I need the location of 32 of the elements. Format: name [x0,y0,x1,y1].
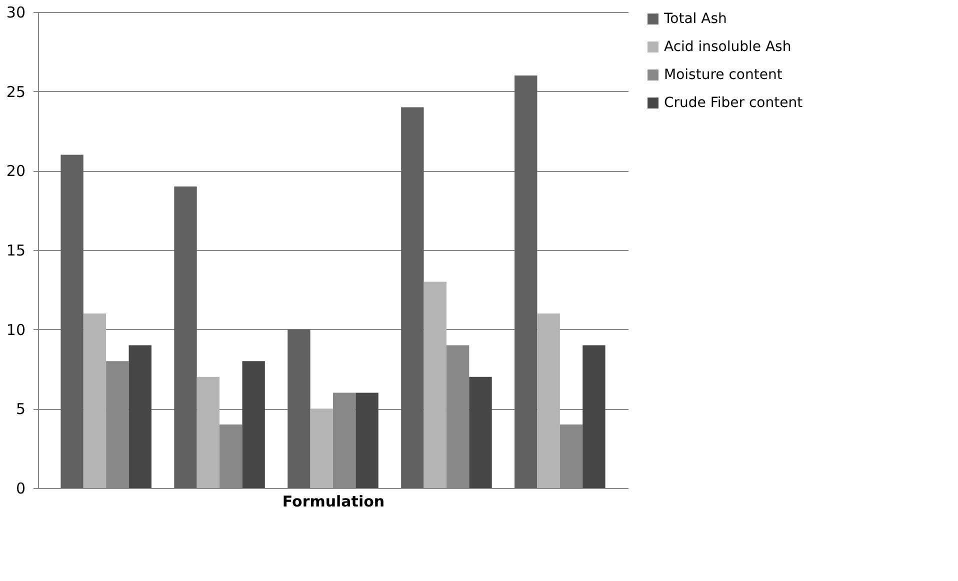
y-tick-label: 0 [16,480,26,498]
y-tick-label: 5 [16,400,26,418]
bar [60,154,84,488]
y-tick-label: 15 [6,242,26,260]
bar [174,186,197,488]
y-tick-label: 20 [6,162,26,180]
bar [356,392,378,488]
y-tick-label: 10 [6,320,26,339]
bar [537,313,560,488]
bar [582,345,606,488]
bar [310,408,333,488]
bar [560,424,583,488]
bar [83,313,106,488]
bar [333,392,356,488]
bar [469,376,492,488]
legend-label: Total Ash [663,11,727,27]
legend-label: Acid insoluble Ash [664,39,792,55]
y-tick-label: 25 [6,82,26,101]
bar [196,376,220,488]
bar [106,361,129,488]
bar [424,282,446,488]
bar [242,361,265,488]
bar [128,345,152,488]
x-axis-title: Formulation [282,492,385,510]
bar [446,345,470,488]
y-tick-label: 30 [6,4,26,22]
bar [220,424,242,488]
bar [514,75,538,488]
legend-label: Crude Fiber content [664,95,804,111]
bar [401,107,424,488]
legend-label: Moisture content [664,67,783,83]
bar [288,329,310,488]
